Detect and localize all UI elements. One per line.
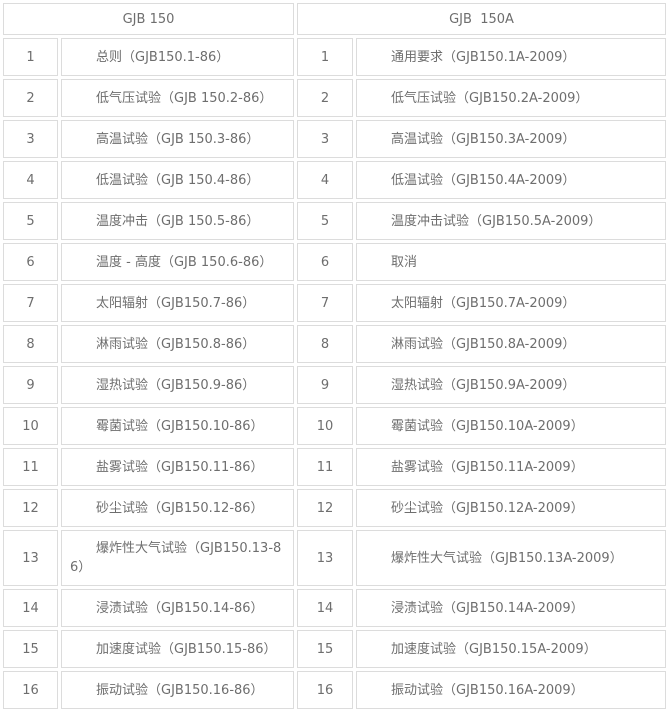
left-row-number: 10 [3,407,58,445]
left-row-number: 12 [3,489,58,527]
table-row: 13 爆炸性大气试验（GJB150.13-86） 13 爆炸性大气试验（GJB1… [3,530,667,586]
right-row-number: 1 [297,38,353,76]
left-row-number: 4 [3,161,58,199]
table-row: 3 高温试验（GJB 150.3-86） 3 高温试验（GJB150.3A-20… [3,120,667,158]
left-row-number: 13 [3,530,58,586]
left-row-text: 加速度试验（GJB150.15-86） [61,630,294,668]
right-row-number: 7 [297,284,353,322]
left-row-text: 浸渍试验（GJB150.14-86） [61,589,294,627]
left-row-number: 8 [3,325,58,363]
right-row-text: 太阳辐射（GJB150.7A-2009） [356,284,667,322]
left-row-number: 7 [3,284,58,322]
right-row-number: 11 [297,448,353,486]
right-row-text: 高温试验（GJB150.3A-2009） [356,120,667,158]
left-row-text: 盐雾试验（GJB150.11-86） [61,448,294,486]
right-row-text: 爆炸性大气试验（GJB150.13A-2009） [356,530,667,586]
right-row-text: 低温试验（GJB150.4A-2009） [356,161,667,199]
table-row: 1 总则（GJB150.1-86） 1 通用要求（GJB150.1A-2009） [3,38,667,76]
table-row: 6 温度 - 高度（GJB 150.6-86） 6 取消 [3,243,667,281]
right-row-text: 低气压试验（GJB150.2A-2009） [356,79,667,117]
left-row-text: 总则（GJB150.1-86） [61,38,294,76]
left-row-text: 温度冲击（GJB 150.5-86） [61,202,294,240]
right-row-text: 浸渍试验（GJB150.14A-2009） [356,589,667,627]
table-row: 5 温度冲击（GJB 150.5-86） 5 温度冲击试验（GJB150.5A-… [3,202,667,240]
table-row: 7 太阳辐射（GJB150.7-86） 7 太阳辐射（GJB150.7A-200… [3,284,667,322]
left-row-number: 2 [3,79,58,117]
table-row: 16 振动试验（GJB150.16-86） 16 振动试验（GJB150.16A… [3,671,667,709]
right-row-text: 砂尘试验（GJB150.12A-2009） [356,489,667,527]
right-row-number: 10 [297,407,353,445]
table-row: 8 淋雨试验（GJB150.8-86） 8 淋雨试验（GJB150.8A-200… [3,325,667,363]
right-row-number: 15 [297,630,353,668]
right-row-text: 振动试验（GJB150.16A-2009） [356,671,667,709]
right-row-text: 盐雾试验（GJB150.11A-2009） [356,448,667,486]
left-row-number: 3 [3,120,58,158]
left-row-text: 淋雨试验（GJB150.8-86） [61,325,294,363]
left-row-text: 霉菌试验（GJB150.10-86） [61,407,294,445]
right-row-number: 2 [297,79,353,117]
right-row-number: 6 [297,243,353,281]
left-row-number: 1 [3,38,58,76]
table-row: 11 盐雾试验（GJB150.11-86） 11 盐雾试验（GJB150.11A… [3,448,667,486]
left-row-number: 9 [3,366,58,404]
table-row: 2 低气压试验（GJB 150.2-86） 2 低气压试验（GJB150.2A-… [3,79,667,117]
table-row: 14 浸渍试验（GJB150.14-86） 14 浸渍试验（GJB150.14A… [3,589,667,627]
header-row: GJB 150 GJB 150A [3,3,667,35]
right-row-number: 12 [297,489,353,527]
left-row-text: 低温试验（GJB 150.4-86） [61,161,294,199]
left-row-text: 振动试验（GJB150.16-86） [61,671,294,709]
left-row-number: 15 [3,630,58,668]
right-row-text: 温度冲击试验（GJB150.5A-2009） [356,202,667,240]
left-row-text: 砂尘试验（GJB150.12-86） [61,489,294,527]
left-row-number: 14 [3,589,58,627]
right-row-number: 8 [297,325,353,363]
right-row-number: 14 [297,589,353,627]
right-row-number: 13 [297,530,353,586]
left-row-text: 湿热试验（GJB150.9-86） [61,366,294,404]
left-row-text: 温度 - 高度（GJB 150.6-86） [61,243,294,281]
left-table-header: GJB 150 [3,3,294,35]
left-row-number: 16 [3,671,58,709]
table-row: 10 霉菌试验（GJB150.10-86） 10 霉菌试验（GJB150.10A… [3,407,667,445]
right-row-number: 5 [297,202,353,240]
table-row: 15 加速度试验（GJB150.15-86） 15 加速度试验（GJB150.1… [3,630,667,668]
left-row-text: 太阳辐射（GJB150.7-86） [61,284,294,322]
right-row-number: 3 [297,120,353,158]
table-row: 9 湿热试验（GJB150.9-86） 9 湿热试验（GJB150.9A-200… [3,366,667,404]
left-row-text: 低气压试验（GJB 150.2-86） [61,79,294,117]
left-row-number: 6 [3,243,58,281]
table-row: 12 砂尘试验（GJB150.12-86） 12 砂尘试验（GJB150.12A… [3,489,667,527]
right-row-text: 湿热试验（GJB150.9A-2009） [356,366,667,404]
left-row-number: 5 [3,202,58,240]
left-row-text: 爆炸性大气试验（GJB150.13-86） [61,530,294,586]
right-row-number: 9 [297,366,353,404]
table-row: 4 低温试验（GJB 150.4-86） 4 低温试验（GJB150.4A-20… [3,161,667,199]
right-row-text: 加速度试验（GJB150.15A-2009） [356,630,667,668]
right-row-number: 4 [297,161,353,199]
right-row-text: 取消 [356,243,667,281]
right-row-text: 通用要求（GJB150.1A-2009） [356,38,667,76]
left-row-number: 11 [3,448,58,486]
right-row-number: 16 [297,671,353,709]
left-row-text: 高温试验（GJB 150.3-86） [61,120,294,158]
right-table-header: GJB 150A [297,3,667,35]
right-row-text: 霉菌试验（GJB150.10A-2009） [356,407,667,445]
right-row-text: 淋雨试验（GJB150.8A-2009） [356,325,667,363]
